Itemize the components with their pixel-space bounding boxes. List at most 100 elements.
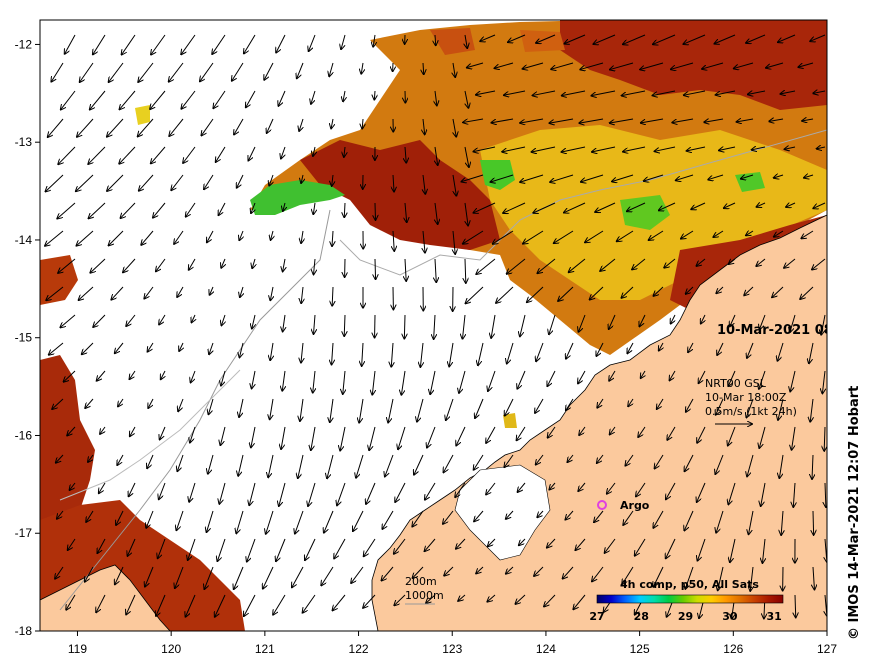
sst-layer (40, 20, 827, 631)
current-vector (148, 342, 154, 352)
current-vector (66, 594, 76, 610)
current-vector (640, 62, 664, 70)
current-vector (213, 90, 226, 108)
current-vector (332, 286, 333, 306)
current-vector (746, 34, 766, 43)
current-vector (333, 594, 346, 610)
current-vector (85, 398, 94, 408)
current-vector (123, 258, 136, 272)
argo-marker[interactable] (597, 500, 607, 510)
current-vector (337, 482, 346, 505)
current-vector (473, 146, 496, 152)
current-vector (311, 426, 316, 450)
current-vector (423, 230, 425, 253)
current-vector (562, 146, 586, 152)
current-vector (547, 370, 556, 386)
current-vector (96, 594, 106, 612)
current-vector (653, 510, 664, 528)
current-vector (239, 342, 243, 357)
current-vector (61, 90, 76, 109)
current-vector (247, 538, 256, 561)
current-vector (301, 174, 303, 183)
current-vector (330, 398, 334, 422)
current-vector (212, 34, 226, 54)
current-vector (702, 62, 724, 69)
current-vector (748, 91, 766, 94)
current-vector (790, 314, 796, 332)
current-vector (686, 398, 694, 412)
current-vector (592, 146, 616, 152)
current-scale-label: 0.5m/s (1kt 24h) (705, 405, 797, 418)
current-vector (111, 286, 124, 300)
current-vector (423, 118, 425, 134)
current-vector (58, 258, 76, 273)
lon-tick-label: 122 (349, 642, 369, 656)
current-vector (130, 426, 136, 436)
current-vector (263, 566, 274, 589)
current-vector (324, 510, 334, 533)
current-vector (636, 482, 646, 496)
current-vector (746, 231, 754, 235)
current-vector (518, 482, 526, 492)
current-vector (623, 510, 634, 525)
current-vector (717, 342, 724, 355)
current-vector (455, 482, 466, 497)
current-vector (117, 454, 124, 465)
sst-patch-west-small (40, 255, 78, 305)
current-vector (404, 314, 405, 339)
current-vector (635, 538, 646, 556)
current-vector (779, 454, 784, 478)
current-vector (283, 258, 285, 271)
current-vector (126, 594, 136, 614)
current-vector (215, 594, 226, 617)
current-vector (548, 426, 556, 438)
current-vector (130, 370, 136, 379)
current-vector (713, 230, 724, 237)
current-vector (627, 202, 646, 211)
current-vector (362, 342, 363, 366)
current-vector (610, 426, 616, 434)
current-vector (785, 147, 796, 149)
current-vector (465, 34, 467, 48)
current-vector (426, 594, 436, 603)
current-vector (425, 538, 436, 551)
current-vector (156, 258, 166, 271)
current-vector (696, 258, 706, 266)
lat-tick-label: -13 (15, 135, 33, 149)
current-vector (728, 426, 736, 445)
current-vector (201, 118, 214, 135)
current-vector (181, 34, 196, 54)
current-vector (332, 342, 333, 364)
current-vector (659, 342, 663, 351)
current-vector (77, 118, 94, 137)
current-vector (67, 426, 76, 435)
current-vector (300, 398, 303, 421)
current-vector (220, 426, 226, 445)
current-vector (569, 258, 586, 272)
current-vector (684, 90, 706, 95)
current-vector (622, 90, 646, 96)
current-vector (476, 566, 484, 573)
current-vector (579, 314, 586, 332)
current-vector (174, 230, 184, 244)
current-vector (821, 314, 826, 335)
current-vector (295, 510, 304, 534)
current-vector (270, 286, 273, 300)
current-vector (219, 202, 226, 215)
current-vector (506, 566, 514, 574)
current-vector (759, 370, 766, 389)
current-vector (344, 202, 345, 217)
current-vector (519, 538, 526, 545)
current-vector (737, 119, 754, 122)
current-vector (641, 118, 664, 123)
current-vector (405, 202, 407, 222)
current-vector (268, 454, 274, 477)
current-vector (778, 34, 796, 42)
current-vector (100, 426, 106, 434)
current-vector (393, 174, 394, 191)
current-vector (249, 482, 256, 505)
current-vector (85, 566, 94, 582)
current-vector (475, 398, 484, 418)
lat-tick-label: -16 (15, 428, 33, 442)
current-vector (504, 90, 526, 95)
